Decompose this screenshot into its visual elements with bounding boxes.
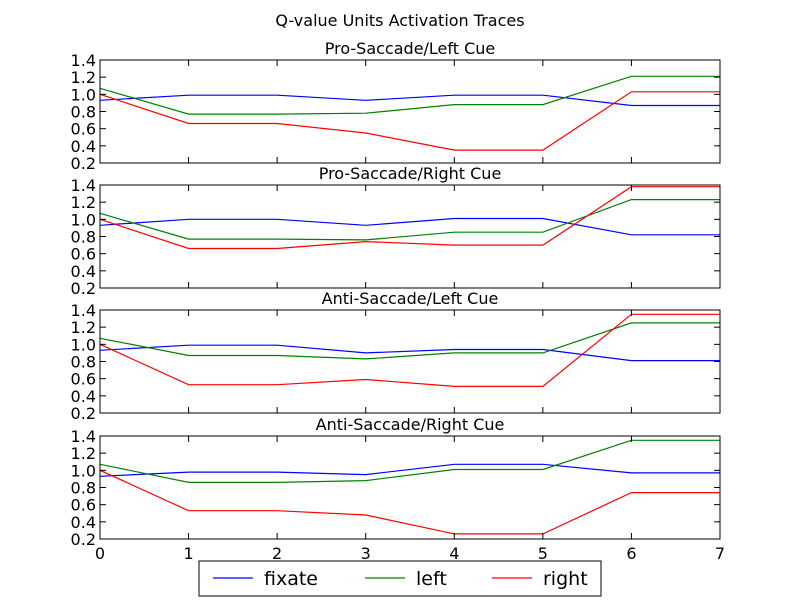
x-tick-label: 6 (626, 544, 636, 563)
y-tick-label: 0.6 (71, 370, 96, 389)
y-tick-label: 0.8 (71, 103, 96, 122)
plot-frame (99, 309, 721, 414)
subplot-4: Anti-Saccade/Right Cue 0.20.40.60.81.01.2… (71, 415, 726, 563)
y-tick-label: 0.6 (71, 245, 96, 264)
y-tick-label: 1.0 (71, 461, 96, 480)
y-tick-label: 0.2 (71, 154, 96, 173)
x-tick-label: 3 (361, 544, 371, 563)
y-tick-label: 0.4 (71, 387, 96, 406)
x-tick-label: 7 (715, 544, 725, 563)
subplot-title: Pro-Saccade/Right Cue (319, 164, 502, 183)
y-tick-label: 1.0 (71, 335, 96, 354)
series-line-right (99, 469, 720, 535)
series-line-right (99, 186, 720, 250)
series-line-left (99, 75, 720, 115)
subplot-title: Anti-Saccade/Right Cue (316, 415, 505, 434)
legend-label-left: left (416, 568, 447, 590)
series-line-right (99, 313, 720, 387)
plot-frame (99, 435, 721, 540)
y-tick-label: 1.4 (71, 427, 96, 446)
y-tick-label: 1.0 (71, 210, 96, 229)
legend-label-fixate: fixate (264, 568, 318, 590)
y-tick-label: 0.6 (71, 120, 96, 139)
y-tick-label: 0.2 (71, 404, 96, 423)
series-line-left (99, 439, 720, 483)
subplot-3: Anti-Saccade/Left Cue 0.20.40.60.81.01.21… (71, 289, 721, 423)
y-tick-label: 1.4 (71, 301, 96, 320)
series-line-fixate (99, 344, 720, 362)
x-tick-label: 4 (449, 544, 459, 563)
y-tick-label: 1.0 (71, 85, 96, 104)
y-tick-label: 0.4 (71, 513, 96, 532)
y-tick-label: 1.4 (71, 51, 96, 70)
y-tick-label: 1.4 (71, 176, 96, 195)
series-line-fixate (99, 94, 720, 107)
x-tick-label: 1 (183, 544, 193, 563)
y-tick-label: 0.4 (71, 137, 96, 156)
legend: fixate left right (198, 560, 602, 597)
series-line-fixate (99, 463, 720, 477)
y-tick-label: 1.2 (71, 318, 96, 337)
y-tick-label: 1.2 (71, 444, 96, 463)
subplot-2: Pro-Saccade/Right Cue 0.20.40.60.81.01.21… (71, 164, 721, 298)
series-line-left (99, 199, 720, 241)
y-tick-label: 0.8 (71, 228, 96, 247)
y-tick-label: 0.8 (71, 353, 96, 372)
subplot-title: Anti-Saccade/Left Cue (322, 289, 499, 308)
chart-suptitle: Q-value Units Activation Traces (275, 11, 524, 30)
x-tick-label: 2 (272, 544, 282, 563)
subplot-title: Pro-Saccade/Left Cue (325, 39, 496, 58)
plot-frame (99, 59, 721, 164)
y-tick-label: 1.2 (71, 68, 96, 87)
y-tick-label: 0.8 (71, 479, 96, 498)
series-line-right (99, 91, 720, 151)
series-line-left (99, 322, 720, 360)
y-tick-label: 0.2 (71, 530, 96, 549)
x-tick-label: 5 (538, 544, 548, 563)
y-tick-label: 0.6 (71, 496, 96, 515)
y-tick-label: 0.4 (71, 262, 96, 281)
y-tick-label: 0.2 (71, 279, 96, 298)
y-tick-label: 1.2 (71, 193, 96, 212)
series-line-fixate (99, 217, 720, 236)
legend-label-right: right (543, 568, 588, 590)
x-tick-label: 0 (95, 544, 105, 563)
subplot-1: Pro-Saccade/Left Cue 0.20.40.60.81.01.21.… (71, 39, 721, 173)
